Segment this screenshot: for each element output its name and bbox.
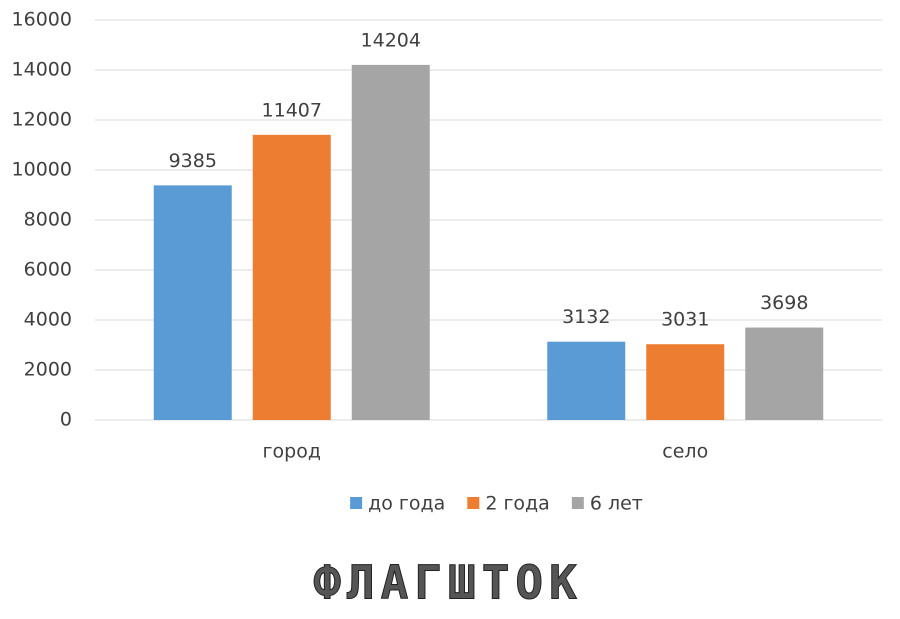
data-label: 3031 [661, 309, 709, 331]
bar [351, 64, 430, 421]
y-tick-label: 2000 [24, 359, 72, 381]
watermark: ФЛАГШТОК [313, 556, 583, 610]
data-label: 3132 [562, 306, 610, 328]
x-tick-label: село [662, 441, 708, 463]
legend-swatch [571, 497, 584, 509]
legend-label: 6 лет [590, 493, 643, 515]
y-tick-label: 14000 [12, 59, 72, 81]
data-label: 11407 [262, 99, 322, 121]
bar [252, 134, 331, 420]
y-tick-label: 8000 [24, 209, 72, 231]
legend-label: 2 года [485, 493, 550, 515]
data-label: 9385 [169, 150, 217, 172]
y-tick-label: 10000 [12, 159, 72, 181]
bar [547, 341, 626, 420]
y-tick-label: 4000 [24, 309, 72, 331]
y-tick-label: 16000 [12, 9, 72, 31]
data-label: 14204 [361, 29, 421, 51]
y-tick-label: 12000 [12, 109, 72, 131]
legend-swatch [467, 497, 480, 509]
bar [153, 185, 232, 420]
y-tick-label: 6000 [24, 259, 72, 281]
data-label: 3698 [760, 292, 808, 314]
legend-swatch [350, 497, 363, 509]
bar [745, 327, 824, 420]
bar [646, 344, 725, 420]
x-tick-label: город [263, 441, 321, 463]
legend-label: до года [368, 493, 445, 515]
y-tick-label: 0 [60, 409, 72, 431]
